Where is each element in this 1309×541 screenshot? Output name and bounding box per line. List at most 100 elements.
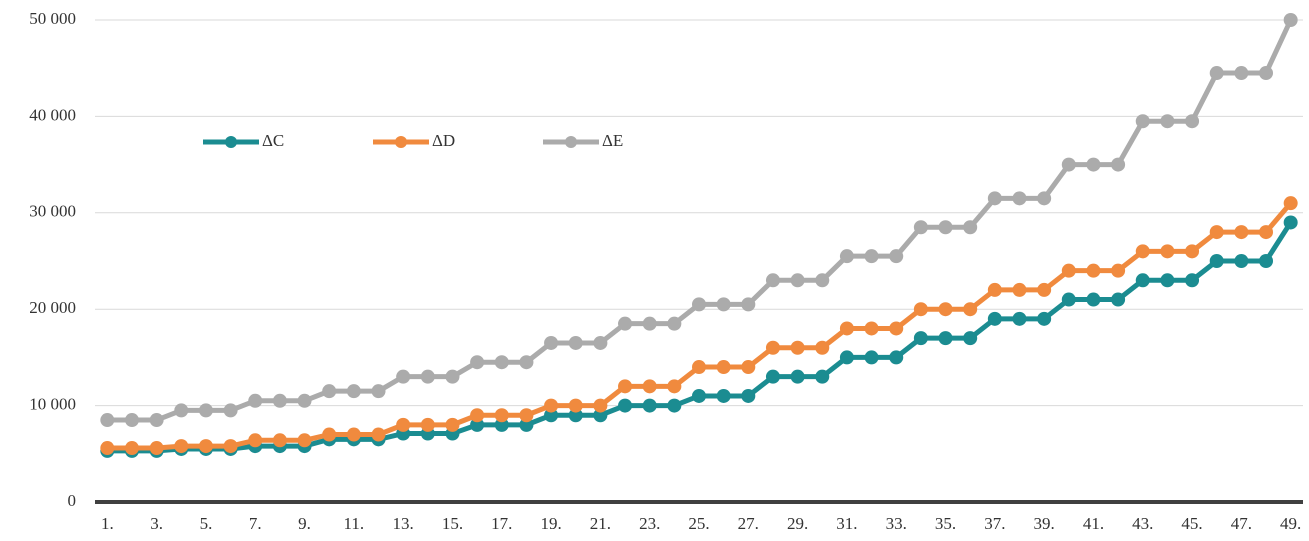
data-point [519, 417, 534, 432]
data-point [963, 220, 978, 235]
data-point [297, 433, 312, 448]
x-tick-label: 49. [1280, 514, 1301, 533]
data-point [1037, 311, 1052, 326]
x-tick-label: 17. [491, 514, 512, 533]
data-point [100, 441, 115, 456]
x-tick-label: 9. [298, 514, 311, 533]
data-point [272, 393, 287, 408]
data-point [765, 340, 780, 355]
data-point [494, 408, 509, 423]
data-point [815, 340, 830, 355]
x-tick-label: 3. [150, 514, 163, 533]
data-point [987, 311, 1002, 326]
x-tick-label: 19. [540, 514, 561, 533]
x-tick-label: 37. [984, 514, 1005, 533]
data-point [519, 408, 534, 423]
data-point [618, 379, 633, 394]
data-point [642, 398, 657, 413]
x-tick-label: 35. [935, 514, 956, 533]
data-point [568, 408, 583, 423]
data-point [1160, 273, 1175, 288]
data-point [371, 384, 386, 399]
data-point [889, 321, 904, 336]
x-tick-label: 41. [1083, 514, 1104, 533]
legend-label: ΔD [432, 131, 455, 150]
data-point [396, 417, 411, 432]
data-point [198, 439, 213, 454]
data-point [1259, 254, 1274, 268]
data-point [1111, 292, 1126, 307]
data-point [1111, 263, 1126, 278]
data-point [420, 417, 435, 432]
x-tick-label: 11. [344, 514, 365, 533]
x-tick-label: 15. [442, 514, 463, 533]
data-point [1086, 263, 1101, 278]
legend-marker [395, 136, 407, 148]
data-point [790, 273, 805, 288]
data-point [494, 355, 509, 370]
data-point [174, 403, 189, 418]
data-point [889, 249, 904, 264]
data-point [297, 393, 312, 408]
data-point [815, 369, 830, 384]
y-tick-label: 30 000 [29, 202, 76, 221]
data-point [174, 439, 189, 454]
data-point [963, 302, 978, 317]
data-point [544, 335, 559, 350]
data-point [149, 413, 164, 428]
data-point [1160, 244, 1175, 259]
data-point [618, 316, 633, 331]
data-point [1061, 157, 1076, 172]
legend-label: ΔC [262, 131, 284, 150]
data-point [1185, 244, 1200, 259]
legend-marker [225, 136, 237, 148]
data-point [765, 273, 780, 288]
data-point [839, 350, 854, 365]
data-point [1160, 114, 1175, 129]
x-tick-label: 13. [393, 514, 414, 533]
data-point [692, 297, 706, 312]
data-point [692, 388, 706, 403]
data-point [864, 249, 879, 264]
data-point [593, 335, 608, 350]
data-point [1209, 225, 1224, 240]
data-point [1037, 282, 1052, 297]
data-point [716, 388, 731, 403]
data-point [198, 403, 213, 418]
data-point [938, 302, 953, 317]
data-point [223, 439, 238, 454]
x-tick-label: 33. [886, 514, 907, 533]
data-point [1209, 254, 1224, 268]
data-point [322, 384, 337, 399]
data-point [889, 350, 904, 365]
data-point [1135, 244, 1150, 259]
x-tick-label: 31. [836, 514, 857, 533]
x-tick-label: 5. [200, 514, 213, 533]
data-point [987, 282, 1002, 297]
data-point [1061, 263, 1076, 278]
data-point [642, 379, 657, 394]
x-tick-label: 45. [1181, 514, 1202, 533]
data-point [913, 220, 928, 235]
data-point [1234, 254, 1249, 268]
data-point [445, 369, 460, 384]
data-point [420, 369, 435, 384]
data-point [618, 398, 633, 413]
data-point [741, 388, 756, 403]
data-point [544, 398, 559, 413]
legend-marker [565, 136, 577, 148]
data-point [322, 427, 337, 442]
data-point [1209, 66, 1224, 81]
data-point [149, 441, 164, 456]
data-point [938, 220, 953, 235]
data-point [396, 369, 411, 384]
data-point [124, 413, 139, 428]
data-point [1086, 292, 1101, 307]
data-point [938, 331, 953, 346]
data-point [544, 408, 559, 423]
series-line [107, 201, 1293, 451]
data-point [1283, 215, 1298, 230]
data-point [248, 393, 263, 408]
x-tick-label: 47. [1231, 514, 1252, 533]
